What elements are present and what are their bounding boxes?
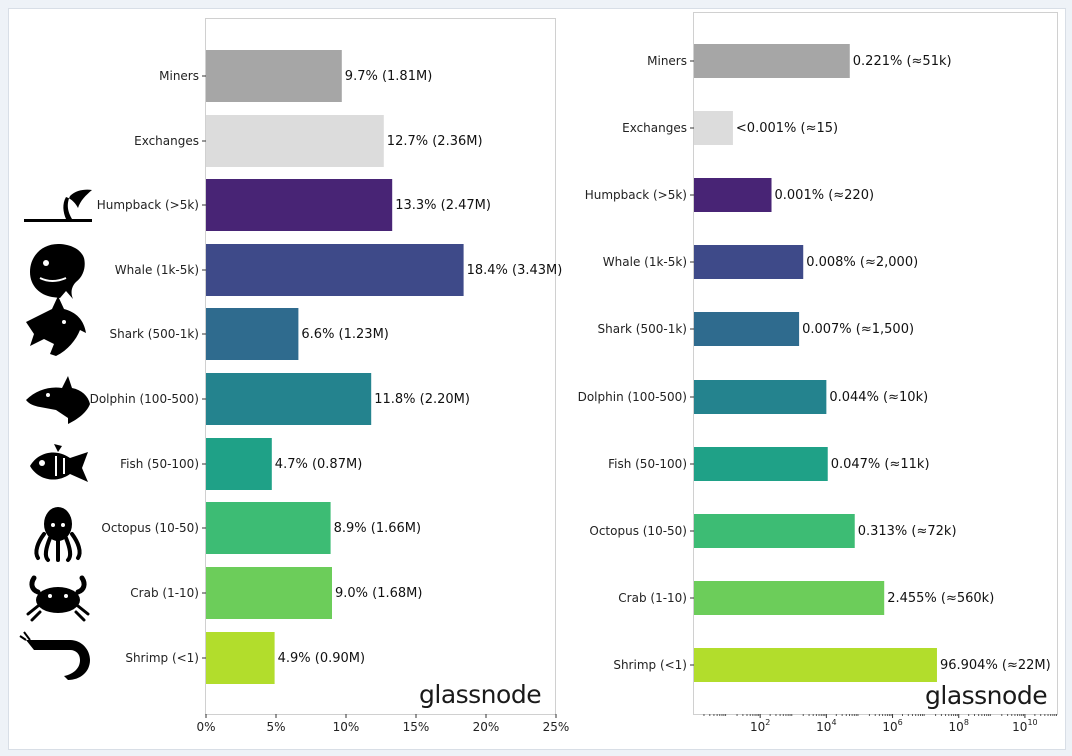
- right-category-label: Fish (50-100): [608, 457, 687, 471]
- left-plot-frame: [205, 18, 556, 715]
- humpback-whale-icon: [24, 189, 92, 222]
- cohort-icons: [19, 189, 92, 680]
- right-category-label: Dolphin (100-500): [578, 390, 687, 404]
- right-xtick-label: 102: [750, 718, 770, 734]
- right-category-label: Crab (1-10): [618, 591, 687, 605]
- left-category-label: Whale (1k-5k): [115, 263, 199, 277]
- right-category-label: Whale (1k-5k): [603, 255, 687, 269]
- right-data-label: 0.008% (≈2,000): [806, 255, 918, 270]
- left-data-label: 12.7% (2.36M): [387, 134, 483, 149]
- right-data-label: 0.313% (≈72k): [858, 524, 957, 539]
- left-category-label: Crab (1-10): [130, 586, 199, 600]
- left-data-label: 4.9% (0.90M): [278, 651, 365, 666]
- right-bar: [694, 648, 937, 682]
- right-bar: [694, 514, 855, 548]
- left-bar: [206, 502, 331, 554]
- right-category-label: Exchanges: [622, 121, 687, 135]
- right-watermark: glassnode: [925, 681, 1047, 710]
- right-bar: [694, 178, 772, 212]
- crab-icon: [26, 575, 90, 622]
- fish-icon: [30, 444, 88, 482]
- left-data-label: 9.7% (1.81M): [345, 69, 432, 84]
- left-category-label: Miners: [159, 69, 199, 83]
- right-bar: [694, 380, 827, 414]
- left-bar: [206, 438, 272, 490]
- left-data-label: 18.4% (3.43M): [467, 263, 563, 278]
- left-xtick-label: 10%: [333, 720, 360, 734]
- left-watermark: glassnode: [419, 680, 541, 709]
- left-bar: [206, 308, 299, 360]
- left-bar: [206, 50, 342, 102]
- left-xtick-label: 20%: [473, 720, 500, 734]
- left-xtick-label: 15%: [403, 720, 430, 734]
- right-data-label: 96.904% (≈22M): [940, 658, 1051, 673]
- octopus-icon: [34, 507, 82, 562]
- left-bar: [206, 567, 332, 619]
- right-category-label: Miners: [647, 54, 687, 68]
- right-category-label: Shark (500-1k): [598, 322, 687, 336]
- left-category-label: Octopus (10-50): [101, 521, 199, 535]
- right-data-label: 0.044% (≈10k): [829, 390, 928, 405]
- left-data-label: 8.9% (1.66M): [334, 521, 421, 536]
- left-data-label: 4.7% (0.87M): [275, 457, 362, 472]
- left-category-label: Fish (50-100): [120, 457, 199, 471]
- right-xtick-label: 108: [949, 718, 969, 734]
- right-data-label: <0.001% (≈15): [736, 121, 838, 136]
- right-xtick-label: 106: [882, 718, 902, 734]
- left-data-label: 11.8% (2.20M): [374, 392, 470, 407]
- left-xtick-label: 5%: [266, 720, 285, 734]
- left-xtick-label: 25%: [543, 720, 570, 734]
- right-category-label: Shrimp (<1): [613, 658, 687, 672]
- shrimp-icon: [19, 631, 90, 680]
- right-data-label: 2.455% (≈560k): [887, 591, 994, 606]
- left-bar: [206, 244, 464, 296]
- right-xtick-label: 104: [816, 718, 836, 734]
- left-category-label: Exchanges: [134, 134, 199, 148]
- right-bar: [694, 581, 885, 615]
- right-bar: [694, 447, 828, 481]
- right-category-label: Humpback (>5k): [585, 188, 687, 202]
- left-bar: [206, 632, 275, 684]
- left-data-label: 13.3% (2.47M): [395, 198, 491, 213]
- left-bar: [206, 115, 384, 167]
- left-category-label: Shrimp (<1): [125, 651, 199, 665]
- left-data-label: 6.6% (1.23M): [301, 327, 388, 342]
- right-data-label: 0.001% (≈220): [775, 188, 875, 203]
- left-category-label: Shark (500-1k): [110, 327, 199, 341]
- dolphin-icon: [26, 376, 90, 424]
- right-xtick-label: 1010: [1012, 718, 1037, 734]
- right-data-label: 0.221% (≈51k): [853, 54, 952, 69]
- left-bar: [206, 373, 372, 425]
- chart-card: [8, 8, 1066, 750]
- left-category-label: Dolphin (100-500): [90, 392, 199, 406]
- whale-icon: [30, 244, 85, 299]
- left-category-label: Humpback (>5k): [97, 198, 199, 212]
- right-data-label: 0.007% (≈1,500): [802, 322, 914, 337]
- left-bar: [206, 179, 393, 231]
- right-bar: [694, 312, 800, 346]
- right-category-label: Octopus (10-50): [589, 524, 687, 538]
- left-data-label: 9.0% (1.68M): [335, 586, 422, 601]
- right-data-label: 0.047% (≈11k): [831, 457, 930, 472]
- left-xtick-label: 0%: [196, 720, 215, 734]
- right-bar: [694, 111, 733, 145]
- right-bar: [694, 245, 804, 279]
- shark-icon: [26, 296, 86, 356]
- right-bar: [694, 44, 850, 78]
